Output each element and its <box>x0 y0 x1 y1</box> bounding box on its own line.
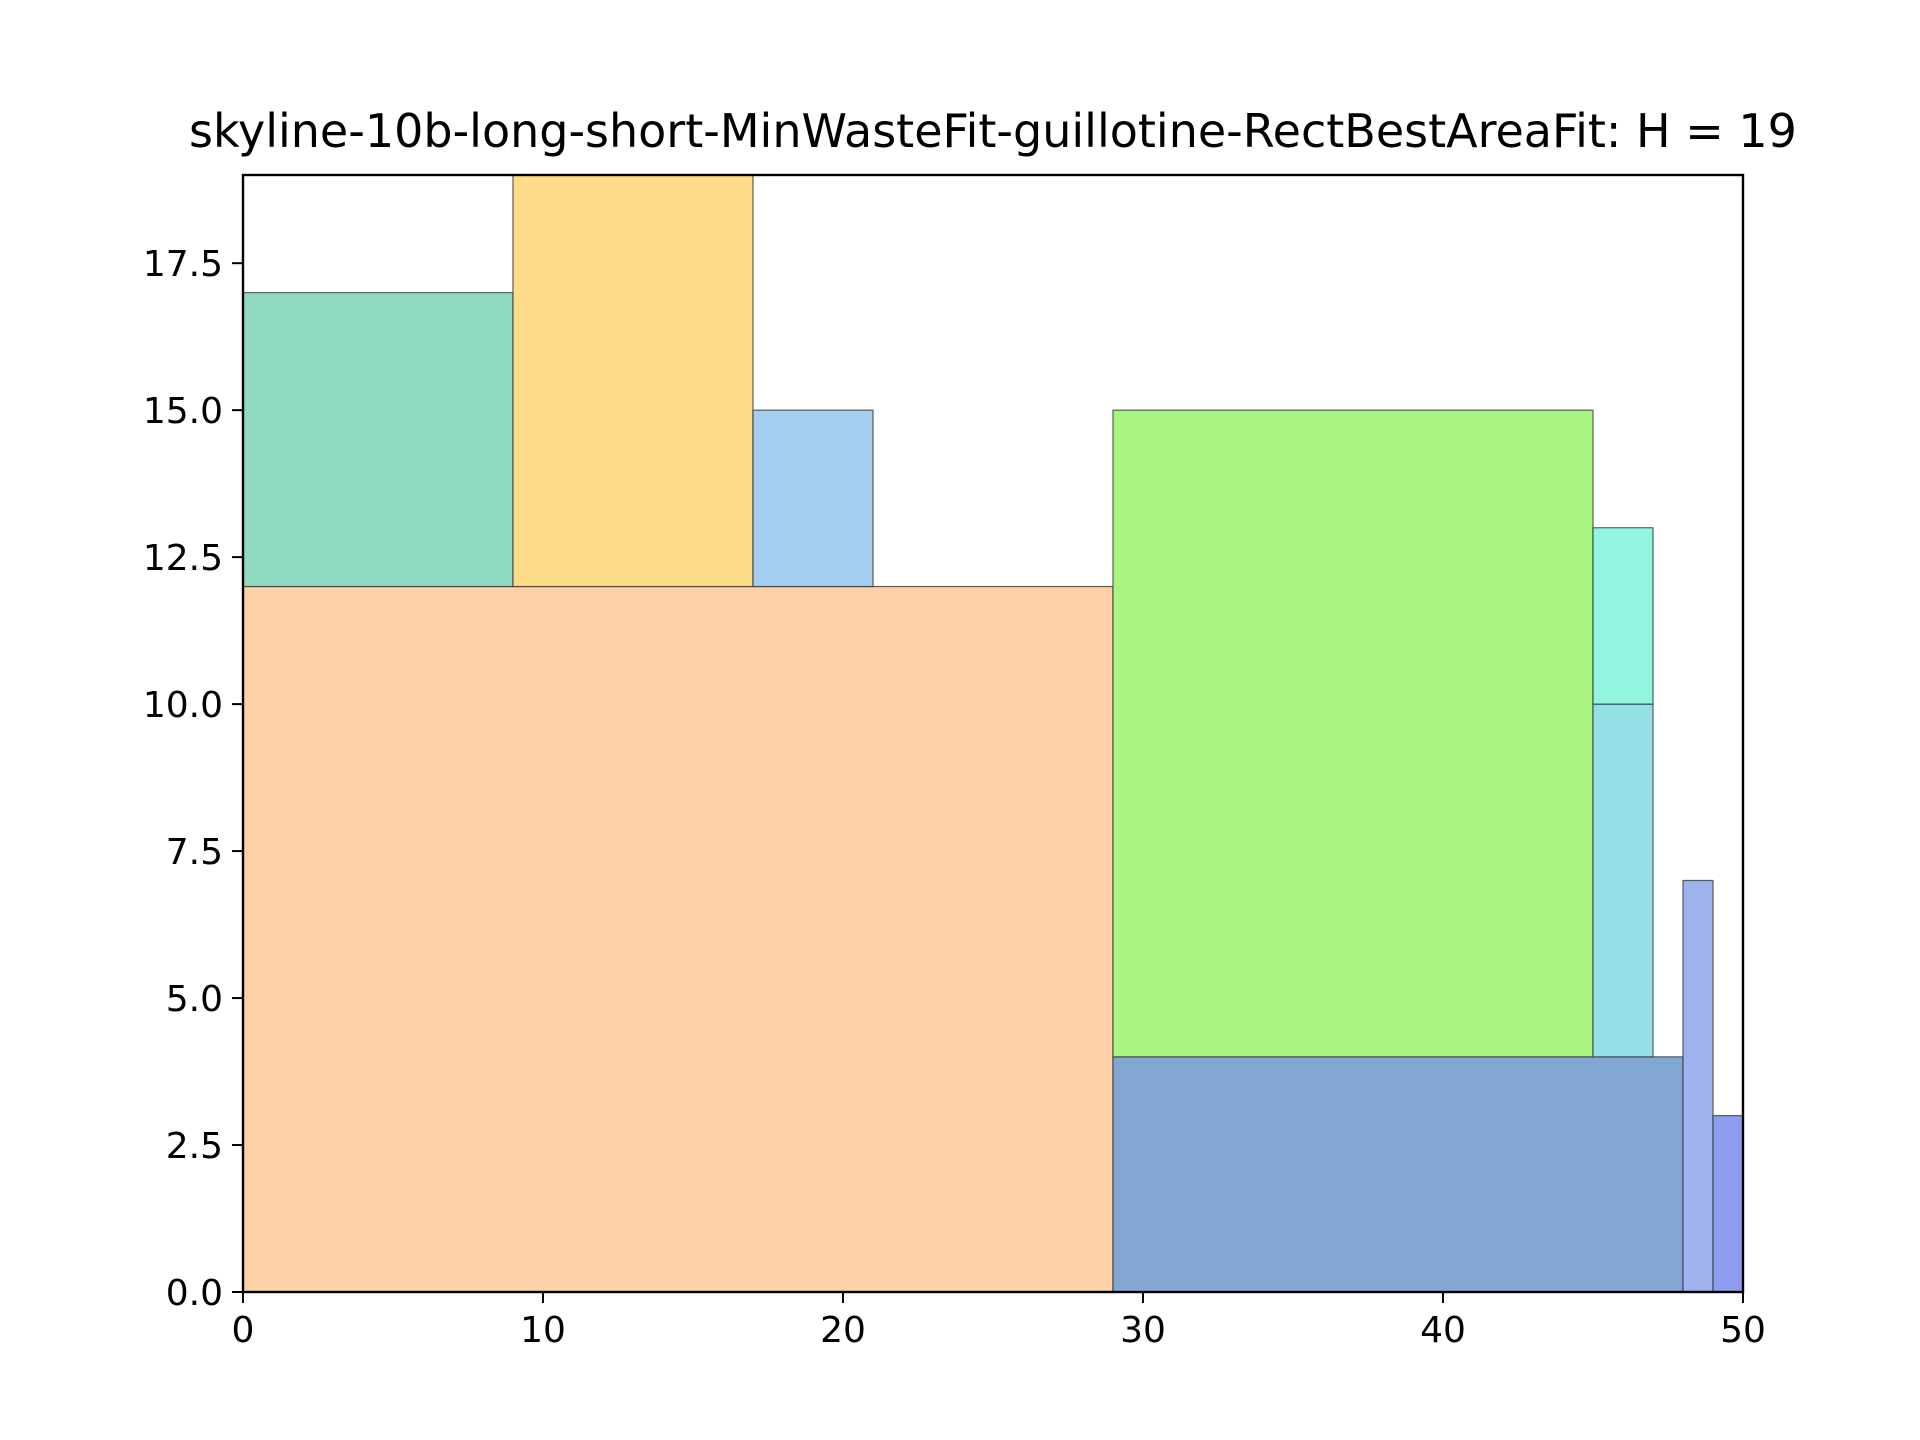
packed-rect-9 <box>1682 879 1714 1293</box>
packed-rect-10 <box>1712 1115 1744 1293</box>
packed-rect-8 <box>1592 527 1654 705</box>
x-tick-label: 0 <box>232 1310 255 1351</box>
packed-rectangles <box>242 174 1744 1293</box>
packed-rect-4 <box>752 409 874 588</box>
x-tick-label: 10 <box>520 1310 566 1351</box>
y-tick-label: 2.5 <box>166 1126 223 1167</box>
x-tick-label: 40 <box>1420 1310 1466 1351</box>
packed-rect-7 <box>1592 703 1654 1058</box>
y-tick-label: 0.0 <box>166 1273 223 1314</box>
x-tick-label: 30 <box>1120 1310 1166 1351</box>
y-tick-label: 10.0 <box>143 685 223 726</box>
y-tick-label: 17.5 <box>143 244 223 285</box>
y-tick-label: 15.0 <box>143 391 223 432</box>
y-tick-label: 7.5 <box>166 832 223 873</box>
packed-rect-2 <box>242 291 514 588</box>
axis-ticks: 0 10 20 30 40 50 0.0 2.5 5.0 7.5 10.0 12.5 15.0 17.5 <box>143 244 1766 1351</box>
y-tick-label: 5.0 <box>166 979 223 1020</box>
y-tick-label: 12.5 <box>143 538 223 579</box>
x-tick-label: 20 <box>820 1310 866 1351</box>
packed-rect-6 <box>1112 409 1594 1058</box>
chart-title: skyline-10b-long-short-MinWasteFit-guill… <box>189 104 1797 158</box>
packed-rect-5 <box>1112 1056 1684 1293</box>
x-tick-label: 50 <box>1720 1310 1766 1351</box>
packed-rect-1 <box>242 585 1114 1293</box>
plot-frame <box>241 173 1745 1294</box>
packed-rect-3 <box>512 174 754 588</box>
